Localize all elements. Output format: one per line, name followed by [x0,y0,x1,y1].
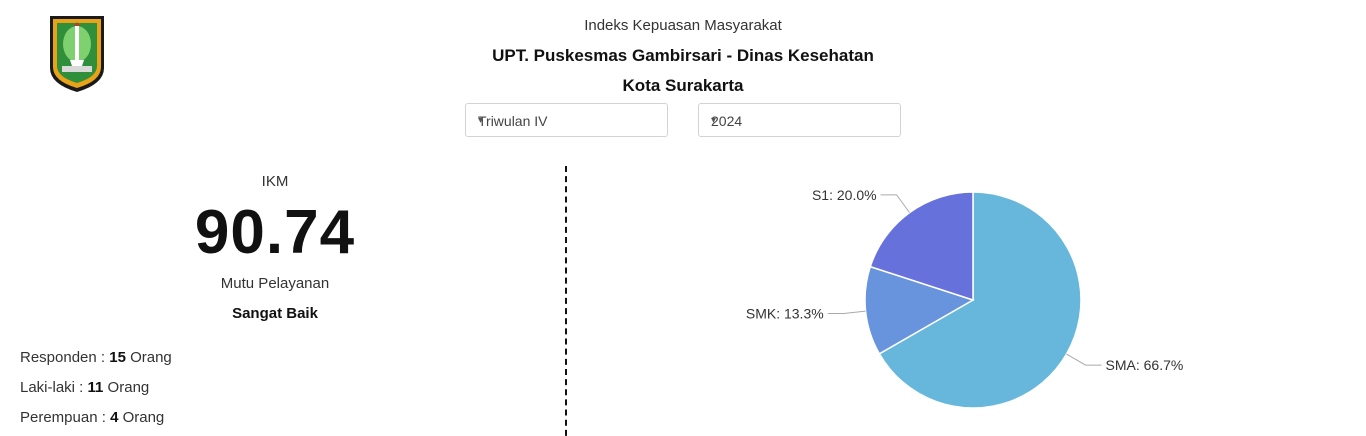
page-title-city: Kota Surakarta [622,76,744,95]
pie-label-line [1066,353,1102,366]
stat-male: Laki-laki : 11 Orang [20,379,149,396]
year-select-value: 2024 [711,113,743,129]
stat-value: 15 [109,349,126,366]
pie-label-smk: SMK: 13.3% [746,305,824,321]
pie-slice-s1[interactable] [869,191,974,302]
stat-female: Perempuan : 4 Orang [20,409,164,426]
section-divider [565,166,567,436]
service-quality-label: Mutu Pelayanan [220,275,330,292]
pie-slice-smk[interactable] [864,265,975,355]
ikm-label: IKM [261,173,289,190]
stat-value: 11 [87,379,104,396]
stat-unit: Orang [125,349,172,366]
pie-label-line [880,194,910,213]
stat-label: Perempuan : [20,409,111,426]
stat-respondents: Responden : 15 Orang [20,349,172,366]
page-title: UPT. Puskesmas Gambirsari - Dinas Keseha… [492,46,874,65]
stat-unit: Orang [118,409,165,426]
chevron-down-icon: ▾ [478,115,484,126]
city-emblem-logo [50,16,104,92]
pie-slice-sma[interactable] [878,191,1082,409]
period-select-value: Triwulan IV [478,113,548,129]
year-select[interactable]: ▾ 2024 [698,103,901,137]
period-select[interactable]: ▾ Triwulan IV [465,103,668,137]
chevron-down-icon: ▾ [711,115,717,126]
pie-label-s1: S1: 20.0% [812,187,877,203]
service-quality-value: Sangat Baik [232,305,318,322]
stat-unit: Orang [103,379,150,396]
stat-label: Laki-laki : [20,379,88,396]
header-subtitle: Indeks Kepuasan Masyarakat [584,17,782,34]
ikm-value: 90.74 [194,198,356,267]
stat-value: 4 [110,409,119,426]
pie-label-line [827,310,866,314]
stat-label: Responden : [20,349,110,366]
pie-label-sma: SMA: 66.7% [1106,357,1184,373]
